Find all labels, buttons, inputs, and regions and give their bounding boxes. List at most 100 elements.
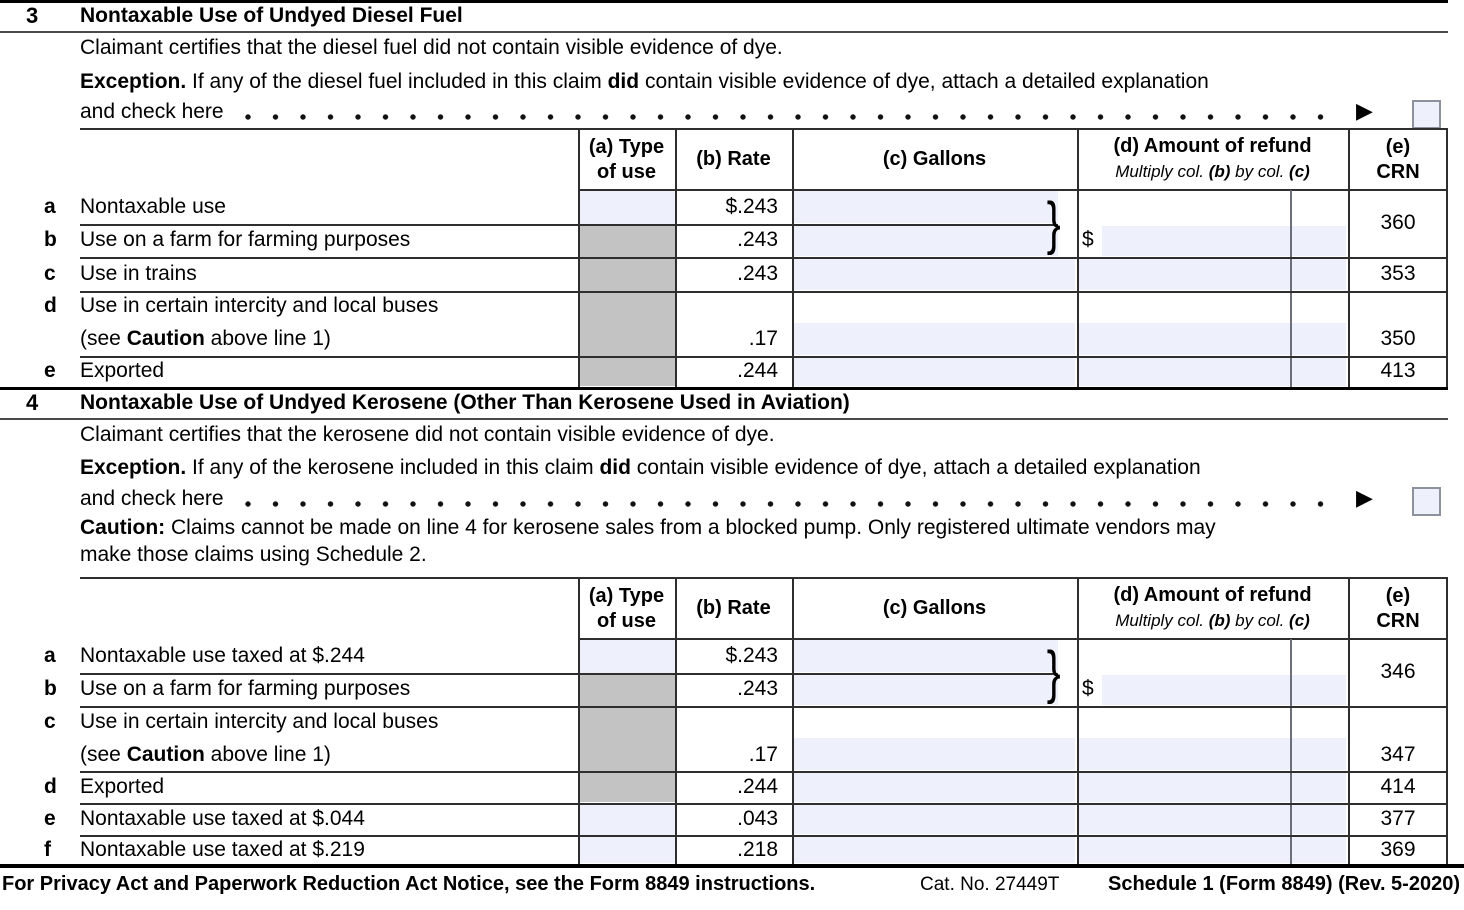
label2-post: above line 1) (204, 743, 331, 766)
s3-row-a-gallons-field[interactable] (794, 191, 1058, 223)
row-divider (80, 803, 1448, 805)
s3-rows-ab-amount-field[interactable] (1102, 226, 1346, 256)
row-label: Use on a farm for farming purposes (80, 677, 411, 700)
row-divider (80, 835, 1448, 837)
rule (1446, 577, 1448, 864)
s3-dye-exception-checkbox[interactable] (1412, 100, 1441, 129)
rule (80, 128, 1448, 130)
rule (578, 577, 580, 864)
row-letter: b (44, 677, 57, 700)
row-divider (80, 356, 1448, 358)
row-label: Use in trains (80, 262, 197, 285)
dollar-sign: $ (1082, 677, 1094, 700)
s3-row-c-gallons-field[interactable] (794, 259, 1075, 290)
amount-sub-b: (b) (1208, 162, 1231, 181)
catalog-number: Cat. No. 27449T (920, 874, 1060, 895)
rate-value: .244 (737, 359, 778, 382)
s4-row-f-amount-field[interactable] (1079, 836, 1346, 863)
s4-row-e-gallons-field[interactable] (794, 804, 1075, 834)
rows-ab-brace: } (1046, 191, 1061, 256)
amount-sub-mid: by col. (1230, 611, 1290, 630)
line-4-caution-text: Caution: Claims cannot be made on line 4… (80, 516, 1216, 540)
line-4-check-here-text: and check here (80, 487, 224, 510)
amount-sub-pre: Multiply col. (1115, 611, 1209, 630)
s4-row-e-amount-field[interactable] (1079, 804, 1346, 834)
row-letter: e (44, 807, 56, 830)
s4-row-c-gallons-field[interactable] (794, 738, 1075, 770)
row-letter: c (44, 710, 56, 733)
row-divider (80, 257, 1448, 259)
label2-post: above line 1) (204, 327, 331, 350)
line-4-title: Nontaxable Use of Undyed Kerosene (Other… (80, 391, 850, 414)
s3-row-d-gallons-field[interactable] (794, 323, 1075, 355)
rule (0, 387, 1448, 390)
rule (0, 418, 1448, 420)
s4-row-a-type-of-use-field[interactable] (580, 640, 675, 673)
s4-row-c-amount-field[interactable] (1079, 738, 1346, 770)
s4-row-b-gallons-field[interactable] (794, 675, 1058, 705)
label2-bold: Caution (126, 743, 205, 766)
col-header-amount: (d) Amount of refund (1113, 584, 1312, 606)
crn-value: 360 (1380, 211, 1416, 234)
row-letter: c (44, 262, 56, 285)
row-label: Use in certain intercity and local buses (80, 710, 439, 733)
label2-bold: Caution (126, 327, 205, 350)
s3-row-c-amount-field[interactable] (1079, 259, 1346, 290)
cents-divider (1290, 639, 1292, 864)
col-header-type-of-use-2: of use (597, 161, 656, 183)
col-header-rate: (b) Rate (696, 148, 771, 170)
s3-row-a-type-of-use-field[interactable] (580, 191, 675, 224)
rule (578, 638, 1448, 640)
label2-pre: (see (80, 743, 127, 766)
s4-rows-ab-amount-field[interactable] (1102, 675, 1346, 705)
row-letter: e (44, 359, 56, 382)
s3-row-e-amount-field[interactable] (1079, 358, 1346, 386)
row-label: Exported (80, 359, 165, 382)
s3-row-e-gallons-field[interactable] (794, 358, 1075, 386)
s4-row-d-amount-field[interactable] (1079, 772, 1346, 802)
rule (792, 577, 794, 864)
pointer-arrow-icon: ▶ (1356, 98, 1373, 123)
cents-divider (1290, 190, 1292, 387)
col-header-amount-sub: Multiply col. (b) by col. (c) (1077, 609, 1348, 633)
row-label-line2: (see Caution above line 1) (80, 327, 331, 351)
row-letter: d (44, 294, 57, 317)
s4-rows-b-d-type-of-use-shaded (580, 674, 675, 802)
s4-row-f-gallons-field[interactable] (794, 836, 1075, 863)
row-letter: d (44, 775, 57, 798)
s3-row-b-gallons-field[interactable] (794, 226, 1058, 256)
row-divider (80, 291, 1448, 293)
rate-value: $.243 (725, 644, 778, 667)
line-4-number: 4 (26, 390, 39, 415)
col-header-type-of-use-2: of use (597, 610, 656, 632)
row-divider (80, 706, 1448, 708)
rule (1348, 577, 1350, 864)
s3-row-d-amount-field[interactable] (1079, 323, 1346, 355)
rule (80, 577, 1448, 579)
rows-ab-brace: } (1046, 640, 1061, 705)
row-label: Use on a farm for farming purposes (80, 228, 411, 251)
dot-leaders (245, 114, 1345, 120)
crn-value: 369 (1380, 838, 1416, 861)
row-letter: f (44, 838, 51, 861)
line-4-caution-text-2: make those claims using Schedule 2. (80, 543, 427, 566)
rate-value: .218 (737, 838, 778, 861)
rule (1077, 577, 1079, 864)
line-4-certify-text: Claimant certifies that the kerosene did… (80, 423, 775, 446)
caution-label: Caution: (80, 516, 166, 539)
rule (0, 864, 1464, 868)
row-label: Nontaxable use taxed at $.219 (80, 838, 365, 861)
s4-row-d-gallons-field[interactable] (794, 772, 1075, 802)
s4-rows-e-f-type-of-use-field[interactable] (580, 804, 675, 863)
rule (675, 577, 677, 864)
exception-pre: If any of the diesel fuel included in th… (186, 70, 608, 93)
rate-value: .17 (748, 327, 778, 350)
line-3-title: Nontaxable Use of Undyed Diesel Fuel (80, 4, 463, 27)
crn-value: 347 (1380, 743, 1416, 766)
crn-value: 414 (1380, 775, 1416, 798)
s4-dye-exception-checkbox[interactable] (1412, 487, 1441, 516)
amount-sub-c: (c) (1289, 162, 1310, 181)
s4-row-a-gallons-field[interactable] (794, 640, 1058, 672)
amount-sub-mid: by col. (1230, 162, 1290, 181)
